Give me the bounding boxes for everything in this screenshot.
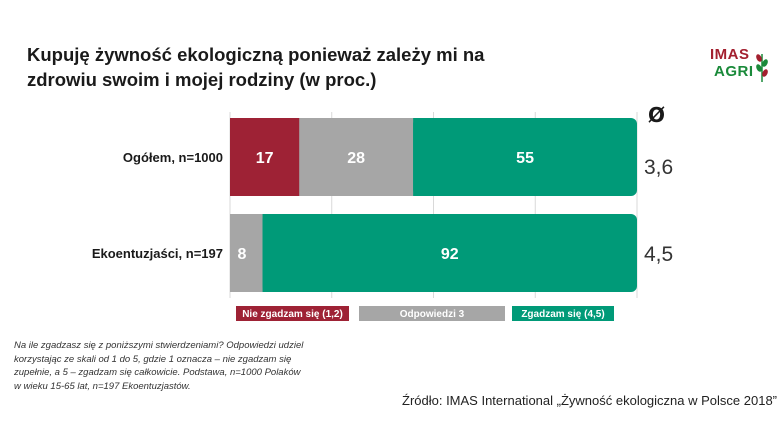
imas-agri-logo: IMAS AGRI <box>706 46 770 94</box>
source-text: Źródło: IMAS International „Żywność ekol… <box>402 393 778 408</box>
logo-imas-text: IMAS <box>710 46 750 63</box>
data-label: 17 <box>256 150 274 167</box>
legend-label: Nie zgadzam się (1,2) <box>242 309 343 320</box>
wheat-icon <box>756 54 768 82</box>
mean-value: 3,6 <box>644 156 673 179</box>
survey-note: Na ile zgadzasz się z poniższymi stwierd… <box>14 340 304 392</box>
legend-swatch <box>359 306 505 321</box>
data-label: 55 <box>516 150 534 167</box>
logo-agri-text: AGRI <box>714 63 754 80</box>
chart-title: Kupuję żywność ekologiczną ponieważ zale… <box>27 44 485 90</box>
bar-segment <box>262 214 629 292</box>
data-label: 8 <box>238 246 247 263</box>
bar-segment <box>413 118 629 196</box>
bar-segment <box>230 214 264 292</box>
legend-label: Odpowiedzi 3 <box>400 309 465 320</box>
legend-swatch <box>512 306 614 321</box>
bar-segment <box>299 118 414 196</box>
category-label: Ogółem, n=1000 <box>123 150 223 165</box>
legend-label: Zgadzam się (4,5) <box>521 309 604 320</box>
category-label: Ekoentuzjaści, n=197 <box>92 246 223 261</box>
mean-header: Ø <box>648 103 665 127</box>
data-label: 92 <box>441 246 459 263</box>
legend-swatch <box>236 306 349 321</box>
bar-segment <box>230 118 300 196</box>
mean-value: 4,5 <box>644 243 673 266</box>
data-label: 28 <box>347 150 365 167</box>
